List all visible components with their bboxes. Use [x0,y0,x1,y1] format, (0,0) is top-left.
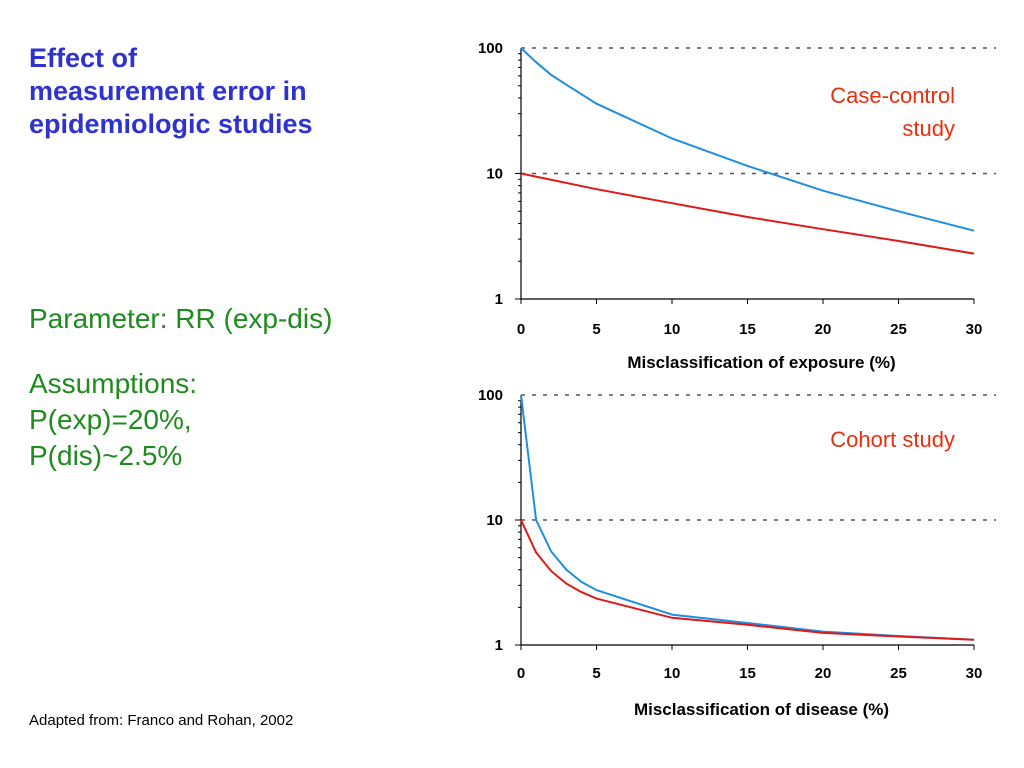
blue-series-line [520,47,975,232]
assumptions-line: P(exp)=20%, [29,404,192,435]
x-axis-label: Misclassification of disease (%) [634,700,889,719]
parameter-text: Parameter: RR (exp-dis) [29,303,333,334]
red-series-line [520,519,975,641]
chart-annotation: study [902,116,955,141]
x-tick-label: 15 [739,321,756,338]
x-tick-label: 25 [890,665,907,682]
slide-title: Effect of measurement error in epidemiol… [29,42,409,141]
chart-annotation: Case-control [830,83,955,108]
y-tick-label: 1 [495,291,503,308]
assumptions-line: Assumptions: [29,368,198,399]
source-citation: Adapted from: Franco and Rohan, 2002 [29,712,294,729]
x-tick-label: 25 [890,321,907,338]
red-series-line [520,172,975,255]
x-tick-label: 30 [966,321,983,338]
assumptions-block: Assumptions: P(exp)=20%, P(dis)~2.5% [29,366,197,474]
x-tick-label: 20 [815,321,832,338]
x-tick-label: 10 [664,321,681,338]
y-tick-label: 100 [478,40,503,57]
blue-series-line [520,394,975,641]
title-line: epidemiologic studies [29,109,313,139]
x-tick-label: 5 [592,665,600,682]
x-tick-label: 30 [966,665,983,682]
x-tick-label: 20 [815,665,832,682]
assumptions-line: P(dis)~2.5% [29,440,183,471]
x-tick-label: 0 [517,665,525,682]
y-tick-label: 10 [486,512,503,529]
x-tick-label: 0 [517,321,525,338]
y-tick-label: 10 [486,166,503,183]
y-tick-label: 1 [495,637,503,654]
x-axis-label: Misclassification of exposure (%) [627,353,895,372]
x-tick-label: 5 [592,321,600,338]
title-line: Effect of [29,43,137,73]
y-tick-label: 100 [478,387,503,404]
title-line: measurement error in [29,76,307,106]
x-tick-label: 10 [664,665,681,682]
x-tick-label: 15 [739,665,756,682]
chart-annotation: Cohort study [830,427,955,452]
